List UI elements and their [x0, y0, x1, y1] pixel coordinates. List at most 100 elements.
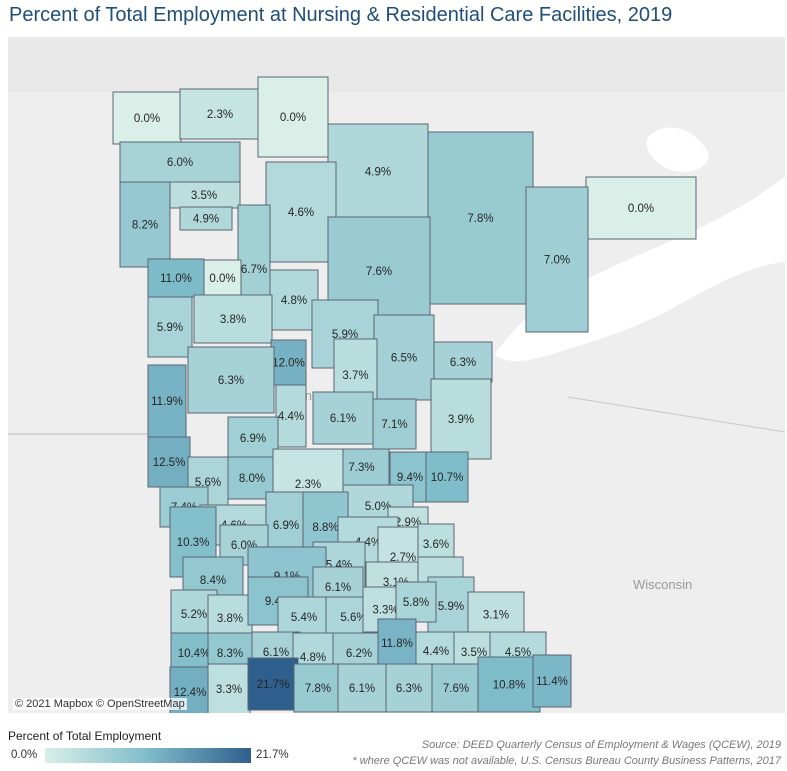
county-fill[interactable]	[372, 398, 417, 450]
county-shape[interactable]: 10.8%	[477, 656, 541, 713]
canada-region	[8, 37, 785, 92]
county-shape[interactable]: 4.9%	[179, 206, 233, 231]
county-fill[interactable]	[257, 76, 329, 158]
county-shape[interactable]: 3.8%	[193, 294, 273, 344]
county-fill[interactable]	[385, 663, 433, 713]
county-fill[interactable]	[585, 176, 697, 240]
county-shape[interactable]: 4.4%	[275, 384, 307, 448]
county-value-label: 11.8%	[381, 638, 413, 650]
county-fill[interactable]	[147, 258, 205, 298]
county-fill[interactable]	[293, 663, 343, 713]
county-shape[interactable]: 6.1%	[312, 391, 374, 445]
county-shape[interactable]: 0.0%	[585, 176, 697, 240]
county-fill[interactable]	[431, 663, 481, 713]
county-value-label: 21.7%	[257, 679, 290, 691]
map-title: Percent of Total Employment at Nursing &…	[9, 4, 673, 26]
county-value-label: 5.0%	[365, 501, 391, 513]
county-shape[interactable]: 0.0%	[112, 91, 182, 145]
county-shape[interactable]: 11.4%	[532, 654, 572, 708]
county-fill[interactable]	[147, 364, 187, 438]
county-shape[interactable]: 0.0%	[203, 259, 242, 297]
county-fill[interactable]	[427, 131, 534, 305]
county-value-label: 11.0%	[160, 273, 192, 285]
county-shape[interactable]: 11.8%	[377, 618, 417, 668]
county-value-label: 5.9%	[332, 329, 358, 341]
county-shape[interactable]: 7.6%	[431, 663, 481, 713]
county-shape[interactable]: 6.3%	[187, 346, 275, 414]
county-fill[interactable]	[147, 436, 191, 488]
county-fill[interactable]	[477, 656, 541, 713]
county-fill[interactable]	[425, 451, 469, 503]
county-fill[interactable]	[227, 456, 277, 500]
county-value-label: 8.0%	[239, 473, 265, 485]
county-shape[interactable]: 0.0%	[257, 76, 329, 158]
county-shape[interactable]: 5.9%	[147, 296, 193, 358]
county-shape[interactable]: 6.5%	[373, 314, 435, 401]
county-shape[interactable]: 3.1%	[467, 591, 525, 638]
county-fill[interactable]	[467, 591, 525, 638]
county-fill[interactable]	[532, 654, 572, 708]
county-shape[interactable]: 4.6%	[265, 161, 337, 263]
county-shape[interactable]: 8.0%	[227, 456, 277, 500]
county-shape[interactable]: 12.0%	[270, 339, 307, 386]
county-value-label: 5.8%	[403, 597, 429, 609]
county-value-label: 6.3%	[218, 375, 244, 387]
county-fill[interactable]	[430, 378, 492, 460]
county-fill[interactable]	[179, 88, 261, 140]
county-fill[interactable]	[147, 296, 193, 358]
county-shape[interactable]: 6.3%	[433, 341, 493, 383]
county-fill[interactable]	[193, 294, 273, 344]
county-fill[interactable]	[275, 384, 307, 448]
county-shape[interactable]: 6.9%	[227, 416, 279, 460]
county-shape[interactable]: 10.7%	[425, 451, 469, 503]
county-fill[interactable]	[312, 391, 374, 445]
county-fill[interactable]	[277, 596, 331, 638]
county-fill[interactable]	[270, 339, 307, 386]
map-attribution[interactable]: © 2021 Mapbox © OpenStreetMap	[13, 698, 187, 710]
county-shape[interactable]: 11.9%	[147, 364, 187, 438]
county-shape[interactable]: 21.7%	[247, 657, 299, 711]
county-fill[interactable]	[179, 206, 233, 231]
county-value-label: 6.1%	[330, 413, 356, 425]
legend-color-ramp	[45, 748, 251, 763]
county-shape[interactable]: 3.9%	[430, 378, 492, 460]
county-value-label: 6.2%	[346, 648, 372, 660]
choropleth-map[interactable]: Minnesota Wisconsin 0.0%2.3%0.0%6.0%4.9%…	[8, 37, 785, 713]
county-shape[interactable]: 7.1%	[372, 398, 417, 450]
county-fill[interactable]	[433, 341, 493, 383]
county-fill[interactable]	[525, 186, 589, 333]
county-shape[interactable]: 5.8%	[395, 581, 437, 623]
county-value-label: 8.8%	[312, 522, 338, 534]
county-shape[interactable]: 6.1%	[337, 663, 387, 713]
county-shape[interactable]: 4.9%	[327, 123, 429, 220]
county-fill[interactable]	[167, 181, 241, 209]
county-shape[interactable]: 6.0%	[119, 141, 241, 183]
county-shape[interactable]: 7.8%	[293, 663, 343, 713]
county-fill[interactable]	[247, 657, 299, 711]
county-value-label: 8.4%	[200, 575, 226, 587]
county-fill[interactable]	[119, 181, 171, 268]
county-shape[interactable]: 7.8%	[427, 131, 534, 305]
county-fill[interactable]	[327, 123, 429, 220]
county-shape[interactable]: 4.8%	[269, 269, 319, 331]
county-value-label: 2.3%	[295, 479, 321, 491]
county-fill[interactable]	[265, 161, 337, 263]
county-value-label: 7.6%	[443, 683, 469, 695]
county-shape[interactable]: 2.3%	[179, 88, 261, 140]
county-fill[interactable]	[119, 141, 241, 183]
county-shape[interactable]: 12.5%	[147, 436, 191, 488]
county-fill[interactable]	[395, 581, 437, 623]
county-fill[interactable]	[187, 346, 275, 414]
county-shape[interactable]: 5.4%	[277, 596, 331, 638]
county-shape[interactable]: 8.2%	[119, 181, 171, 268]
county-shape[interactable]: 3.5%	[167, 181, 241, 209]
county-fill[interactable]	[203, 259, 242, 297]
counties-layer[interactable]: 0.0% 2.3% 0.0% 6.0% 4.9% 3.5% 8.2% 4.9% 4.6% 0.0%…	[112, 76, 697, 713]
county-value-label: 3.3%	[372, 605, 398, 617]
county-shape[interactable]: 6.3%	[385, 663, 433, 713]
county-value-label: 2.3%	[207, 109, 233, 121]
county-shape[interactable]: 3.3%	[207, 663, 251, 713]
county-shape[interactable]: 11.0%	[147, 258, 205, 298]
county-shape[interactable]: 7.0%	[525, 186, 589, 333]
county-value-label: 12.5%	[153, 457, 186, 469]
